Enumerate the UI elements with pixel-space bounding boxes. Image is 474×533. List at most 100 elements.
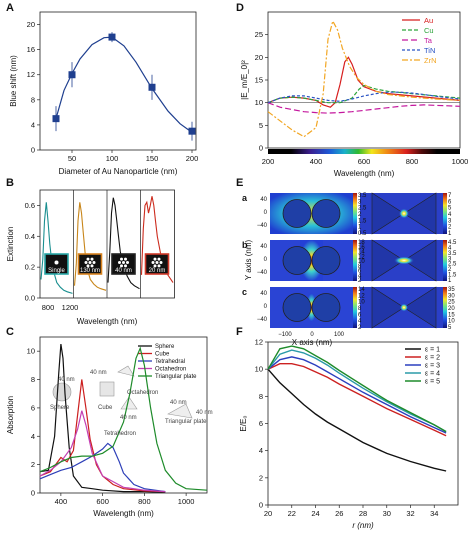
y-tick-label-f: 6 [259,419,263,428]
heatmap-x-tick: −100 [278,332,292,338]
legend-label-c: Octahedron [155,367,186,373]
colorbar-tick-right: 30 [448,293,455,299]
heatmap-y-tick: 0 [264,304,268,310]
colorbar-tick-right: 1 [448,278,452,284]
shape-annotation-c: 40 nm [120,415,137,421]
legend-label-f: ε = 3 [425,363,440,370]
heatmap-x-tick: 100 [334,332,345,338]
colorbar-tick-right: 6 [448,199,452,205]
x-tick-label-b: 800 [42,303,55,312]
series-line-f [267,363,447,437]
colorbar-tick-right: 25 [448,300,455,306]
x-axis-label-e: X axis (nm) [292,338,333,347]
nanoparticle-dot-b [86,257,90,261]
sphere-sketch [52,382,72,402]
series-line-d-cu [267,84,461,104]
colorbar-tick-left: 14 [358,287,365,293]
colorbar-tick-right: 7 [448,193,452,199]
colorbar-tick-left: 6 [358,269,362,275]
y-tick-label-b: 0.6 [25,201,35,210]
chart-c: 0 2 4 6 8 10 400 600 800 1000 Wavelength (nm) Absor… [6,336,213,518]
shape-annotation-c: 40 nm [90,370,107,376]
y-tick-label-f: 4 [259,446,263,455]
legend-label-d: Cu [424,26,434,35]
y-tick-label-a: 16 [27,45,35,54]
nanoparticle-dot-b [122,261,125,264]
y-axis-label-b: Extinction [6,227,15,262]
shape-annotation-c: Tetrahedron [104,431,136,437]
nanoparticle-dot-b [151,261,155,264]
colorbar-tick-left: 4 [358,273,362,279]
legend-label-c: Cube [155,352,170,358]
heatmap-x-tick: 0 [310,332,314,338]
series-line-c [39,344,166,493]
x-tick-label-d: 400 [310,157,323,166]
colorbar-tick-right: 4.5 [448,240,457,246]
heatmap-row-a [270,192,447,235]
series-line-f [267,349,447,433]
heatmap-y-tick: 0 [264,210,268,216]
colorbar-tick-left: 1 [358,225,362,231]
legend-label-c: Sphere [155,344,175,350]
colorbar-tick-left: 12 [358,293,365,299]
colorbar-tick-left: 14 [358,250,365,256]
heatmap-row-label: c [242,287,247,297]
spectrum-bar-d [268,149,460,154]
nanoparticle-dot-b [120,257,123,261]
nanoparticle-dot-b [84,261,88,264]
x-tick-label-c: 600 [96,497,109,506]
y-tick-label-c: 4 [31,432,35,441]
heatmap-row-b [270,239,447,282]
legend-label-d: Au [424,16,433,25]
nanoparticle-dot-b [88,261,92,264]
colorbar-tick-left: 2.5 [358,206,367,212]
x-tick-label-f: 34 [430,509,438,518]
colorbar-tick-right: 1 [448,231,452,237]
data-point-a [52,115,60,123]
series-line-f [267,345,447,433]
x-tick-label-f: 24 [311,509,319,518]
heatmap-y-tick: 40 [260,244,267,250]
chart-b: 0.0 0.2 0.4 0.6 Extinction Wavelength (nm) 800… [6,189,175,326]
panel-label-f: F [236,326,243,338]
panel-label-b: B [6,177,14,189]
colorbar-tick-right: 5 [448,325,452,331]
legend-label-f: ε = 1 [425,347,440,354]
y-axis-label-f: E/E₀ [239,415,248,431]
nanoparticle-dot-b [157,264,161,268]
nanoparticle-dot-b [126,261,129,264]
colorbar-tick-left: 16 [358,245,365,251]
plot-frame-c [39,336,208,494]
colorbar-tick-left: 8 [358,306,362,312]
shape-annotation-c: Cube [98,405,113,411]
colorbar-tick-left: 0.5 [358,231,367,237]
particle-b-left-2 [311,246,341,275]
legend-label-f: ε = 2 [425,355,440,362]
x-tick-label-a: 150 [146,154,159,163]
data-point-a [108,33,116,41]
y-axis-label-a: Blue shift (nm) [9,55,18,107]
shape-annotation-c: Octahedron [127,390,158,396]
particle-a-left-2 [311,199,341,228]
x-tick-label-d: 1000 [452,157,469,166]
legend-label-c: Triangular plate [155,374,197,380]
nanoparticle-dot-b [153,257,157,261]
heatmap-a-left [270,193,353,234]
nanoparticle-dot-b [118,261,121,264]
colorbar-tick-right: 3.5 [448,251,457,257]
spectrum-line-b [40,202,73,294]
inset-label-b: 40 nm [115,268,132,274]
inset-label-b: 20 nm [149,268,166,274]
x-tick-label-f: 28 [359,509,367,518]
data-point-a [68,71,76,79]
triangular-plate-sketch [167,403,193,419]
colorbar-tick-left: 2 [358,212,362,218]
heatmap-row-c [270,286,447,329]
colorbar-tick-right: 4 [448,245,452,251]
y-axis-label-c: Absorption [6,396,15,434]
heatmap-y-tick: 40 [260,197,267,203]
